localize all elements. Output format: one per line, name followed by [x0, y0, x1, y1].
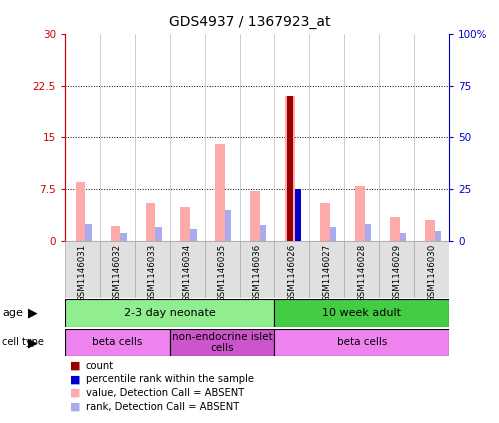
FancyBboxPatch shape	[65, 299, 274, 327]
Bar	[365, 224, 371, 241]
Text: GSM1146028: GSM1146028	[357, 244, 366, 302]
Text: percentile rank within the sample: percentile rank within the sample	[86, 374, 254, 385]
Text: GSM1146030: GSM1146030	[427, 244, 436, 302]
Text: GSM1146027: GSM1146027	[322, 244, 331, 302]
Text: 2-3 day neonate: 2-3 day neonate	[124, 308, 216, 318]
Bar	[85, 224, 92, 241]
Text: ■: ■	[70, 374, 80, 385]
FancyBboxPatch shape	[135, 241, 170, 298]
Text: beta cells: beta cells	[92, 338, 142, 347]
Text: GSM1146034: GSM1146034	[183, 244, 192, 302]
FancyBboxPatch shape	[170, 329, 274, 356]
FancyBboxPatch shape	[274, 329, 449, 356]
Text: value, Detection Call = ABSENT: value, Detection Call = ABSENT	[86, 388, 244, 398]
Text: non-endocrine islet
cells: non-endocrine islet cells	[172, 332, 272, 353]
FancyBboxPatch shape	[274, 299, 449, 327]
Text: GSM1146036: GSM1146036	[252, 244, 261, 302]
Bar	[181, 206, 190, 241]
FancyBboxPatch shape	[65, 329, 170, 356]
Bar	[287, 96, 293, 241]
FancyBboxPatch shape	[170, 241, 205, 298]
Text: GSM1146035: GSM1146035	[218, 244, 227, 302]
Text: GSM1146031: GSM1146031	[78, 244, 87, 302]
FancyBboxPatch shape	[205, 241, 240, 298]
Text: rank, Detection Call = ABSENT: rank, Detection Call = ABSENT	[86, 401, 239, 412]
Bar	[216, 144, 225, 241]
Bar	[355, 186, 365, 241]
Bar	[400, 233, 406, 241]
Text: GSM1146026: GSM1146026	[287, 244, 296, 302]
Text: ■: ■	[70, 401, 80, 412]
FancyBboxPatch shape	[100, 241, 135, 298]
Text: ■: ■	[70, 361, 80, 371]
Bar	[111, 226, 120, 241]
Bar	[390, 217, 400, 241]
Bar	[435, 231, 441, 241]
Text: count: count	[86, 361, 114, 371]
FancyBboxPatch shape	[65, 241, 100, 298]
Bar	[225, 210, 232, 241]
Bar	[146, 203, 155, 241]
FancyBboxPatch shape	[379, 241, 414, 298]
Bar	[295, 190, 301, 241]
FancyBboxPatch shape	[344, 241, 379, 298]
Bar	[120, 233, 127, 241]
Text: ▶: ▶	[27, 336, 37, 349]
FancyBboxPatch shape	[414, 241, 449, 298]
Bar	[250, 191, 260, 241]
Bar	[76, 182, 85, 241]
Bar	[425, 220, 435, 241]
Bar	[285, 96, 295, 241]
Bar	[260, 225, 266, 241]
Text: GSM1146032: GSM1146032	[113, 244, 122, 302]
FancyBboxPatch shape	[240, 241, 274, 298]
Text: GSM1146029: GSM1146029	[392, 244, 401, 302]
Bar	[155, 227, 162, 241]
Text: 10 week adult: 10 week adult	[322, 308, 401, 318]
Bar	[330, 227, 336, 241]
Text: GDS4937 / 1367923_at: GDS4937 / 1367923_at	[169, 15, 330, 29]
Text: ■: ■	[70, 388, 80, 398]
Text: cell type: cell type	[2, 338, 44, 347]
Text: age: age	[2, 308, 23, 318]
FancyBboxPatch shape	[274, 241, 309, 298]
Bar	[190, 229, 197, 241]
FancyBboxPatch shape	[309, 241, 344, 298]
Bar	[320, 203, 330, 241]
Text: GSM1146033: GSM1146033	[148, 244, 157, 302]
Text: ▶: ▶	[27, 306, 37, 319]
Text: beta cells: beta cells	[337, 338, 387, 347]
